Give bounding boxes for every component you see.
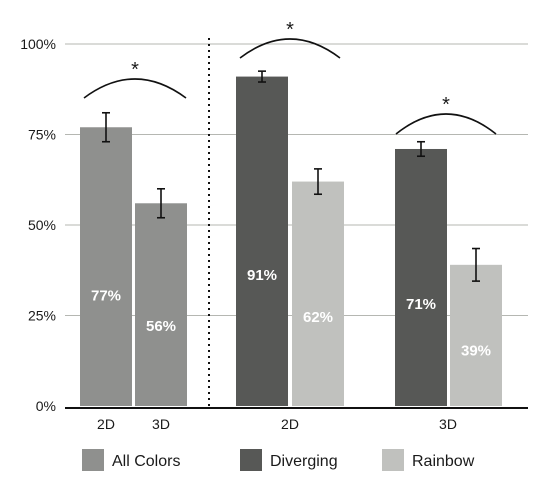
x-tick-label: 3D xyxy=(439,416,457,432)
legend-label: Diverging xyxy=(270,453,338,470)
bar-value-label: 77% xyxy=(91,288,121,305)
bar xyxy=(292,181,344,406)
bar xyxy=(80,127,132,406)
y-tick-label: 50% xyxy=(28,217,56,233)
bar xyxy=(135,203,187,406)
bar-value-label: 39% xyxy=(461,343,491,360)
x-tick-label: 2D xyxy=(97,416,115,432)
y-tick-label: 0% xyxy=(36,398,56,414)
legend-swatch xyxy=(82,449,104,471)
bar-value-label: 56% xyxy=(146,318,176,335)
y-axis-ticks: 0% 25% 50% 75% 100% xyxy=(20,36,56,414)
bar-value-labels: 77% 56% 91% 62% 71% 39% xyxy=(91,267,491,359)
legend-swatch xyxy=(382,449,404,471)
bars xyxy=(80,76,502,407)
y-tick-label: 75% xyxy=(28,127,56,143)
bar xyxy=(450,264,502,406)
x-tick-label: 3D xyxy=(152,416,170,432)
legend-swatch xyxy=(240,449,262,471)
x-tick-label: 2D xyxy=(281,416,299,432)
bar xyxy=(236,76,288,406)
significance-bracket xyxy=(395,113,497,135)
x-axis-labels: 2D 3D 2D 3D xyxy=(97,416,457,432)
significance-star: * xyxy=(442,94,450,116)
significance-brackets: * * * xyxy=(83,19,497,135)
legend: All Colors Diverging Rainbow xyxy=(82,449,475,471)
significance-bracket xyxy=(83,78,187,99)
bar-value-label: 62% xyxy=(303,309,333,326)
significance-star: * xyxy=(131,59,139,81)
significance-star: * xyxy=(286,19,294,41)
bar xyxy=(395,148,447,407)
y-tick-label: 25% xyxy=(28,308,56,324)
error-bars xyxy=(102,70,480,282)
y-tick-label: 100% xyxy=(20,36,56,52)
significance-bracket xyxy=(239,38,341,59)
bar-value-label: 71% xyxy=(406,296,436,313)
legend-label: All Colors xyxy=(112,453,180,470)
bar-value-label: 91% xyxy=(247,267,277,284)
legend-label: Rainbow xyxy=(412,453,475,470)
